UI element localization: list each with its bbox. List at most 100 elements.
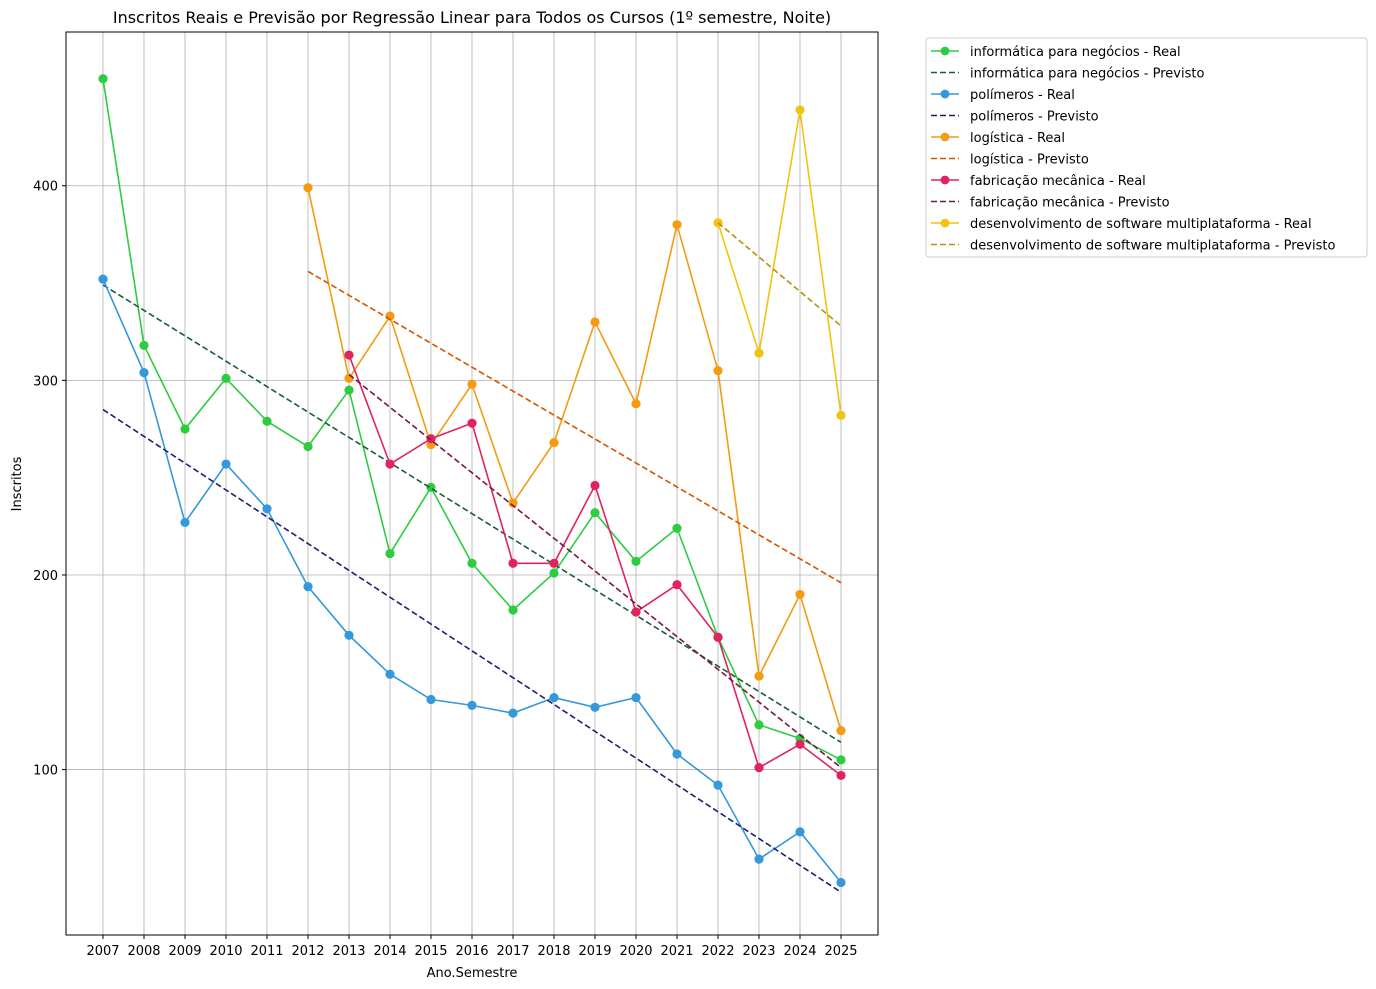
data-point [836, 726, 846, 736]
data-point [180, 424, 190, 434]
data-point [262, 416, 272, 426]
data-point [631, 607, 641, 617]
data-point [754, 720, 764, 730]
data-point [344, 350, 354, 360]
legend-item: polímeros - Real [931, 88, 1075, 103]
data-point [467, 379, 477, 389]
data-point [549, 568, 559, 578]
data-point [754, 348, 764, 358]
x-tick-label: 2019 [578, 944, 611, 959]
x-axis-ticks: 2007 2008 2009 2010 2011 2012 2013 2014 2015 2016… [86, 935, 858, 959]
data-point [303, 582, 313, 592]
forecast-line [348, 373, 842, 769]
data-point [672, 749, 682, 759]
series-5 [307, 270, 842, 584]
legend-item: polímeros - Previsto [931, 110, 1099, 125]
legend-marker [940, 132, 950, 142]
data-point [262, 504, 272, 514]
series-line [717, 109, 842, 416]
data-point [713, 366, 723, 376]
data-point [98, 274, 108, 284]
x-gridlines [102, 32, 842, 935]
x-tick-label: 2010 [209, 944, 242, 959]
legend-item: informática para negócios - Real [931, 45, 1181, 60]
data-point [713, 632, 723, 642]
data-point [508, 558, 518, 568]
y-tick-label: 400 [33, 180, 58, 195]
data-point [303, 441, 313, 452]
series-7 [348, 373, 842, 769]
legend-frame [925, 37, 1368, 258]
legend-marker [940, 46, 950, 56]
x-tick-label: 2022 [701, 944, 734, 959]
y-axis-label: Inscritos [10, 456, 25, 511]
y-tick-label: 200 [33, 569, 58, 584]
x-tick-label: 2016 [455, 944, 488, 959]
data-point [795, 589, 805, 600]
data-point [672, 580, 682, 590]
data-point [180, 517, 190, 528]
x-axis-label: Ano.Semestre [427, 966, 518, 981]
data-point [549, 558, 559, 568]
x-tick-label: 2025 [824, 944, 857, 959]
legend-label: fabricação mecânica - Real [970, 174, 1146, 189]
series-8 [713, 105, 846, 420]
data-point [385, 548, 395, 559]
series-line [307, 187, 842, 731]
x-tick-label: 2023 [742, 944, 775, 959]
legend-marker [940, 89, 950, 99]
legend-marker [940, 218, 950, 228]
legend-label: fabricação mecânica - Previsto [970, 196, 1170, 211]
data-point [508, 605, 518, 615]
legend-item: fabricação mecânica - Previsto [931, 196, 1170, 211]
data-point [590, 480, 600, 491]
data-point [672, 523, 682, 533]
data-point [836, 410, 846, 420]
legend-item: informática para negócios - Previsto [931, 67, 1204, 82]
data-point [836, 877, 846, 888]
data-point [303, 183, 313, 193]
data-point [221, 459, 231, 469]
chart-title: Inscritos Reais e Previsão por Regressão… [113, 8, 831, 27]
forecast-line [307, 270, 842, 584]
data-point [754, 854, 764, 864]
legend-label: informática para negócios - Real [970, 45, 1181, 60]
legend-item: desenvolvimento de software multiplatafo… [931, 217, 1312, 232]
legend-label: logística - Previsto [970, 153, 1089, 168]
legend-marker [940, 175, 950, 185]
series-1 [102, 284, 842, 744]
data-point [590, 317, 600, 327]
x-tick-label: 2020 [619, 944, 652, 959]
data-point [467, 700, 477, 710]
forecast-line [102, 408, 842, 893]
data-point [631, 692, 641, 703]
y-axis-ticks: 100 200 300 400 [33, 180, 66, 779]
x-tick-label: 2013 [332, 944, 365, 959]
data-point [836, 770, 846, 781]
data-point [754, 671, 764, 681]
data-point [549, 692, 559, 703]
data-point [467, 558, 477, 568]
legend-label: polímeros - Real [970, 88, 1075, 103]
legend-item: desenvolvimento de software multiplatafo… [931, 239, 1335, 254]
legend-label: informática para negócios - Previsto [970, 67, 1204, 82]
data-point [795, 105, 805, 115]
data-point [98, 74, 108, 84]
data-point [713, 780, 723, 790]
legend-label: desenvolvimento de software multiplatafo… [970, 217, 1312, 232]
data-point [385, 669, 395, 679]
data-point [508, 498, 518, 508]
data-point [508, 708, 518, 718]
data-point [139, 367, 149, 378]
x-tick-label: 2008 [127, 944, 160, 959]
data-point [672, 220, 682, 230]
legend: informática para negócios - Real informát… [925, 37, 1368, 258]
series-layer [98, 74, 846, 893]
data-point [467, 418, 477, 428]
data-point [631, 556, 641, 566]
x-tick-label: 2012 [291, 944, 324, 959]
data-point [631, 399, 641, 409]
legend-item: fabricação mecânica - Real [931, 174, 1146, 189]
legend-label: polímeros - Previsto [970, 110, 1099, 125]
series-3 [102, 408, 842, 893]
